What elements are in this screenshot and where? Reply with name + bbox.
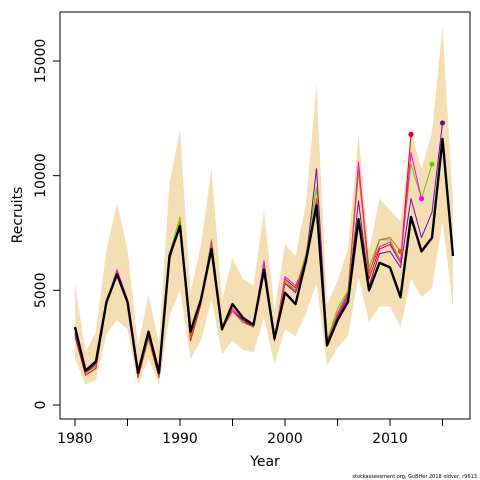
series-layer: [73, 122, 455, 378]
estimate-line: [73, 137, 455, 375]
x-tick-label: 1990: [162, 431, 198, 447]
endpoint-marker-2014: [429, 161, 435, 167]
endpoint-marker-2011: [397, 248, 404, 254]
x-axis: 1980 1990 2000 2010: [57, 419, 443, 447]
y-tick-label: 5000: [33, 273, 49, 309]
x-tick-label: 2000: [267, 431, 303, 447]
endpoint-marker-2015: [439, 120, 446, 126]
y-tick-label: 0: [33, 401, 49, 410]
endpoint-layer: [397, 120, 446, 254]
y-axis: 0 5000 10000 15000: [33, 39, 60, 410]
confidence-band: [75, 26, 453, 385]
y-tick-label: 15000: [33, 39, 49, 84]
y-axis-title: Recruits: [10, 187, 26, 244]
y-tick-label: 10000: [33, 153, 49, 198]
x-axis-title: Year: [249, 454, 280, 470]
confidence-band-layer: [75, 26, 453, 385]
x-tick-label: 2010: [372, 431, 408, 447]
x-tick-label: 1980: [57, 431, 93, 447]
plot-frame: [59, 11, 471, 420]
endpoint-marker-2013: [418, 196, 425, 202]
footer-credit: stockassessment.org, GoBHer 2018 oldver,…: [352, 474, 477, 480]
endpoint-marker-2012: [408, 131, 414, 137]
